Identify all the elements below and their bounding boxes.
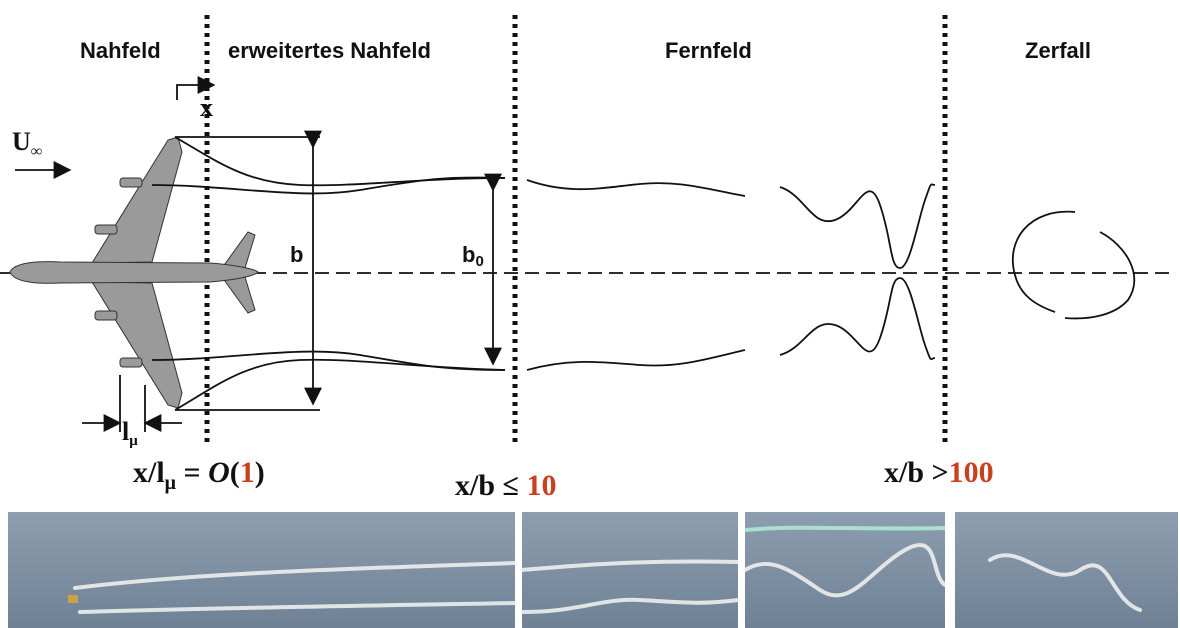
text-part: U xyxy=(12,127,31,156)
formula: x/b >100 xyxy=(884,456,994,489)
text-part: l xyxy=(122,417,129,446)
b-label: b xyxy=(290,242,303,267)
text-part: ∞ xyxy=(31,143,42,160)
vortex-line xyxy=(174,358,506,411)
vortex-line xyxy=(151,176,506,195)
text-part: 100 xyxy=(949,456,994,489)
text-part: O xyxy=(208,456,230,489)
formula: x/lμ = O(1) xyxy=(133,456,265,494)
text-part: 1 xyxy=(240,456,255,489)
text-part: 0 xyxy=(475,253,483,270)
l-mu-label: lμ xyxy=(122,417,138,449)
text-part: 10 xyxy=(526,469,556,502)
x-arrow xyxy=(176,76,216,100)
vortex-ring xyxy=(1064,231,1136,320)
text-part: μ xyxy=(165,472,177,494)
vortex-line xyxy=(779,183,936,269)
aircraft xyxy=(9,136,259,409)
text-part: x/l xyxy=(133,456,165,489)
vortex-line xyxy=(151,350,506,371)
text-part: ( xyxy=(230,456,240,489)
x-label: x xyxy=(200,93,213,122)
vortex-line xyxy=(526,179,746,197)
text-part: x/b > xyxy=(884,456,949,489)
u-inf-label: U∞ xyxy=(12,127,42,160)
text-part: ) xyxy=(255,456,265,489)
vortex-ring xyxy=(1011,210,1076,313)
photo-strip xyxy=(8,512,1178,628)
vortex-line xyxy=(779,277,936,361)
region-label: erweitertes Nahfeld xyxy=(228,38,431,63)
region-label: Zerfall xyxy=(1025,38,1091,63)
text-part: x/b ≤ xyxy=(455,469,526,502)
text-part: = xyxy=(176,456,208,489)
region-label: Nahfeld xyxy=(80,38,161,63)
text-part: b xyxy=(462,242,475,267)
b0-label: b0 xyxy=(462,242,484,270)
formula: x/b ≤ 10 xyxy=(455,469,556,502)
vortex-line xyxy=(526,349,746,371)
text-part: μ xyxy=(129,433,138,449)
region-label: Fernfeld xyxy=(665,38,752,63)
